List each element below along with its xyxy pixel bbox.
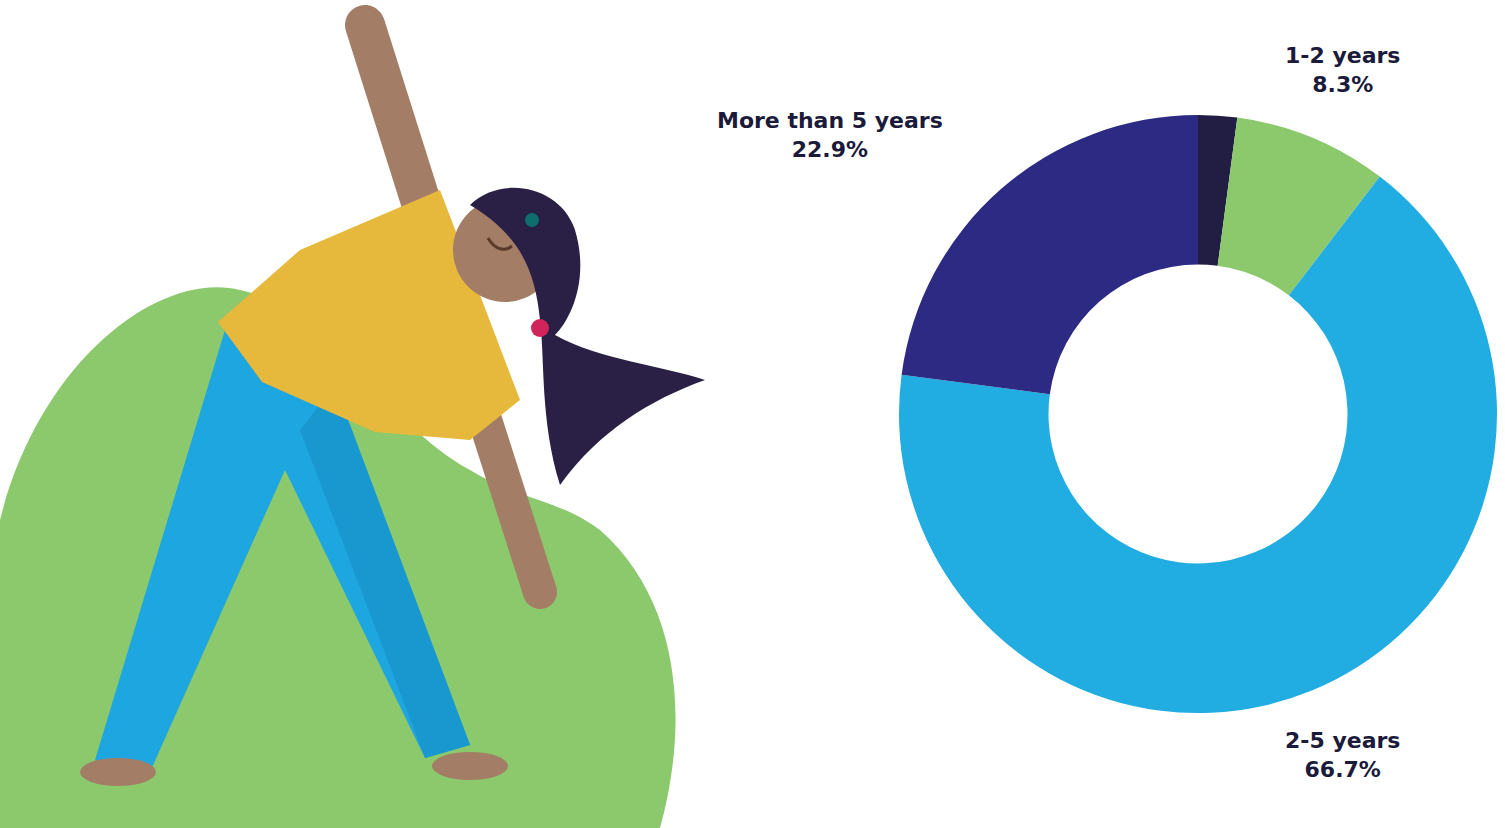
svg-text:1-2 years8.3%: 1-2 years8.3% bbox=[1285, 43, 1400, 97]
svg-text:2-5 years66.7%: 2-5 years66.7% bbox=[1285, 728, 1400, 782]
svg-text:More than 5 years22.9%: More than 5 years22.9% bbox=[717, 108, 943, 162]
